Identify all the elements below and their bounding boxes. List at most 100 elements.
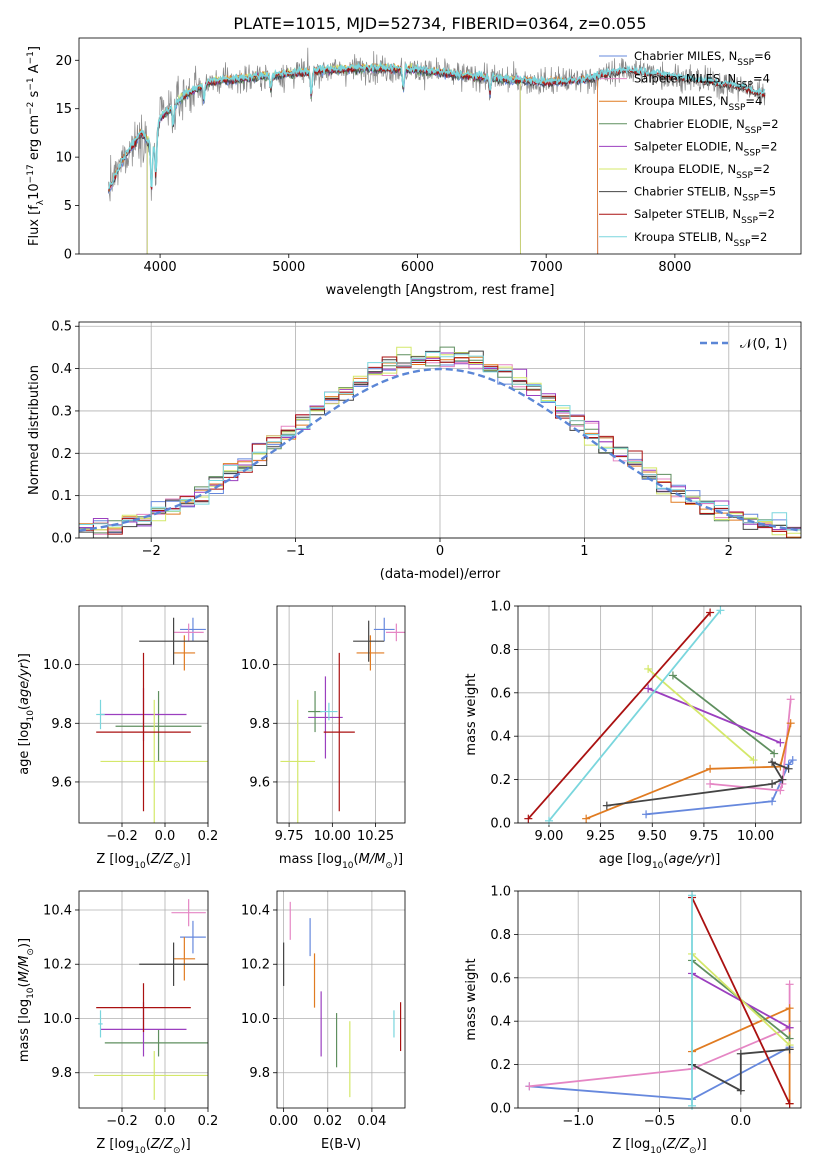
y-tick-label: 9.8 bbox=[51, 1066, 72, 1081]
spectrum-data-line bbox=[108, 47, 766, 202]
x-tick-label: 10.25 bbox=[357, 829, 394, 844]
legend-label-salpeter_stelib: Salpeter STELIB, NSSP=2 bbox=[634, 207, 775, 226]
y-tick-label: 0.1 bbox=[51, 489, 72, 504]
spectrum-xlabel: wavelength [Angstrom, rest frame] bbox=[326, 283, 555, 298]
y-tick-label: 0.8 bbox=[490, 643, 511, 658]
legend-label-kroupa_miles: Kroupa MILES, NSSP=4 bbox=[634, 94, 762, 113]
age_vs_mass-xlabel: mass [log10(M/M⊙)] bbox=[279, 852, 403, 871]
x-tick-label: 0.0 bbox=[155, 829, 176, 844]
y-tick-label: 0.2 bbox=[490, 1058, 511, 1073]
y-tick-label: 9.8 bbox=[249, 1066, 270, 1081]
legend-label-chabrier_stelib: Chabrier STELIB, NSSP=5 bbox=[634, 185, 776, 204]
x-tick-label: 2 bbox=[725, 544, 733, 559]
y-tick-label: 1.0 bbox=[490, 600, 511, 615]
x-tick-label: 0.00 bbox=[269, 1114, 298, 1129]
legend-label-kroupa_stelib: Kroupa STELIB, NSSP=2 bbox=[634, 230, 767, 249]
x-tick-label: −0.2 bbox=[106, 829, 138, 844]
age_vs_Z-ylabel: age [log10(age/yr)] bbox=[17, 653, 36, 775]
y-tick-label: 1.0 bbox=[490, 885, 511, 900]
age_vs_mass-panel: 9.75 10.00 10.25 9.6 9.8 10.0 mass [log10(M/M⊙… bbox=[241, 605, 406, 871]
figure-title: PLATE=1015, MJD=52734, FIBERID=0364, z=0… bbox=[233, 14, 646, 33]
axes-frame bbox=[276, 605, 406, 824]
y-tick-label: 0.5 bbox=[51, 320, 72, 335]
mass_vs_Z-ylabel: mass [log10(M/M⊙)] bbox=[17, 938, 36, 1062]
axes-frame bbox=[78, 321, 802, 539]
x-tick-label: 0 bbox=[436, 544, 444, 559]
legend-label-chabrier_elodie: Chabrier ELODIE, NSSP=2 bbox=[634, 117, 779, 136]
y-tick-label: 0.4 bbox=[490, 1015, 511, 1030]
y-tick-label: 10.0 bbox=[43, 1012, 72, 1027]
x-tick-label: 4000 bbox=[144, 260, 177, 275]
mass_weight_vs_Z-panel: −1.0 −0.5 0.0 0.0 0.2 0.4 0.6 0.8 1.0 Z [log10(Z/… bbox=[464, 885, 802, 1156]
axes-frame bbox=[78, 605, 209, 824]
axes-frame bbox=[78, 890, 209, 1109]
x-tick-label: 8000 bbox=[658, 260, 691, 275]
weight-line-salpeter_stelib bbox=[691, 897, 791, 1105]
x-tick-label: 0.04 bbox=[357, 1114, 386, 1129]
axes-frame bbox=[78, 37, 802, 255]
x-tick-label: −0.5 bbox=[644, 1114, 676, 1129]
weight-line-salpeter_elodie bbox=[647, 687, 781, 744]
histogram-kroupa_stelib bbox=[79, 351, 801, 531]
x-tick-label: 0.2 bbox=[198, 829, 219, 844]
x-tick-label: 0.02 bbox=[313, 1114, 342, 1129]
y-tick-label: 10.2 bbox=[241, 958, 270, 973]
y-tick-label: 0.0 bbox=[490, 1102, 511, 1117]
weight-line-kroupa_miles bbox=[585, 722, 792, 820]
x-tick-label: −2 bbox=[142, 544, 161, 559]
y-tick-label: 9.6 bbox=[51, 775, 72, 790]
y-tick-label: 0.0 bbox=[51, 532, 72, 547]
y-tick-label: 10.2 bbox=[43, 958, 72, 973]
mass_weight_vs_Z-ylabel: mass weight bbox=[464, 958, 479, 1040]
y-tick-label: 10.4 bbox=[43, 903, 72, 918]
normal-curve bbox=[79, 367, 801, 532]
x-tick-label: −0.2 bbox=[106, 1114, 138, 1129]
y-tick-label: 0.2 bbox=[490, 773, 511, 788]
y-tick-label: 9.8 bbox=[51, 717, 72, 732]
mass_vs_Z-xlabel: Z [log10(Z/Z⊙)] bbox=[96, 1137, 190, 1156]
y-tick-label: 5 bbox=[64, 199, 72, 214]
residual-xlabel: (data-model)/error bbox=[380, 567, 501, 582]
weight-line-kroupa_stelib bbox=[548, 609, 722, 822]
age_vs_Z-panel: −0.2 0.0 0.2 9.6 9.8 10.0 Z [log10(Z/Z⊙)] age [… bbox=[17, 605, 219, 871]
mass_vs_ebv-xlabel: E(B-V) bbox=[321, 1137, 361, 1152]
spectrum-ylabel: Flux [fλ10−17 erg cm−2 s−1 A−1] bbox=[26, 46, 46, 246]
x-tick-label: 1 bbox=[580, 544, 588, 559]
y-tick-label: 0.6 bbox=[490, 971, 511, 986]
x-tick-label: 9.50 bbox=[638, 829, 667, 844]
y-tick-label: 0 bbox=[64, 248, 72, 263]
y-tick-label: 0.8 bbox=[490, 928, 511, 943]
legend-label-salpeter_miles: Salpeter MILES, NSSP=4 bbox=[634, 72, 770, 91]
y-tick-label: 9.8 bbox=[249, 717, 270, 732]
y-tick-label: 10 bbox=[55, 151, 72, 166]
x-tick-label: 10.00 bbox=[737, 829, 774, 844]
y-tick-label: 0.4 bbox=[51, 362, 72, 377]
y-tick-label: 0.6 bbox=[490, 686, 511, 701]
x-tick-label: 7000 bbox=[530, 260, 563, 275]
x-tick-label: 5000 bbox=[272, 260, 305, 275]
y-tick-label: 0.3 bbox=[51, 404, 72, 419]
y-tick-label: 0.0 bbox=[490, 817, 511, 832]
axes-frame bbox=[276, 890, 406, 1109]
weight-line-salpeter_stelib bbox=[527, 611, 711, 820]
residual-ylabel: Normed distribution bbox=[27, 365, 42, 495]
x-tick-label: 10.00 bbox=[314, 829, 351, 844]
legend-label-kroupa_elodie: Kroupa ELODIE, NSSP=2 bbox=[634, 162, 770, 181]
residual-panel: −2 −1 0 1 2 0.0 0.1 0.2 0.3 0.4 0.5 𝒩(0, 1) (data-mo… bbox=[27, 320, 802, 582]
y-tick-label: 0.2 bbox=[51, 447, 72, 462]
mass_weight_vs_age-panel: 9.00 9.25 9.50 9.75 10.00 0.0 0.2 0.4 0.6 0.8 1.0 a… bbox=[464, 600, 802, 871]
weight-line-chabrier_elodie bbox=[672, 674, 775, 755]
axes-frame bbox=[517, 605, 802, 824]
x-tick-label: 9.75 bbox=[275, 829, 304, 844]
y-tick-label: 10.0 bbox=[241, 658, 270, 673]
x-tick-label: 9.75 bbox=[689, 829, 718, 844]
x-tick-label: −1.0 bbox=[562, 1114, 594, 1129]
spectrum-panel: 4000 5000 6000 7000 8000 0 5 10 15 20 wavelength [… bbox=[26, 37, 802, 298]
x-tick-label: 6000 bbox=[401, 260, 434, 275]
x-tick-label: 0.0 bbox=[155, 1114, 176, 1129]
weight-line-chabrier_miles bbox=[646, 759, 794, 816]
y-tick-label: 20 bbox=[55, 54, 72, 69]
mass_weight_vs_Z-xlabel: Z [log10(Z/Z⊙)] bbox=[612, 1137, 706, 1156]
histogram-salpeter_stelib bbox=[79, 356, 801, 538]
